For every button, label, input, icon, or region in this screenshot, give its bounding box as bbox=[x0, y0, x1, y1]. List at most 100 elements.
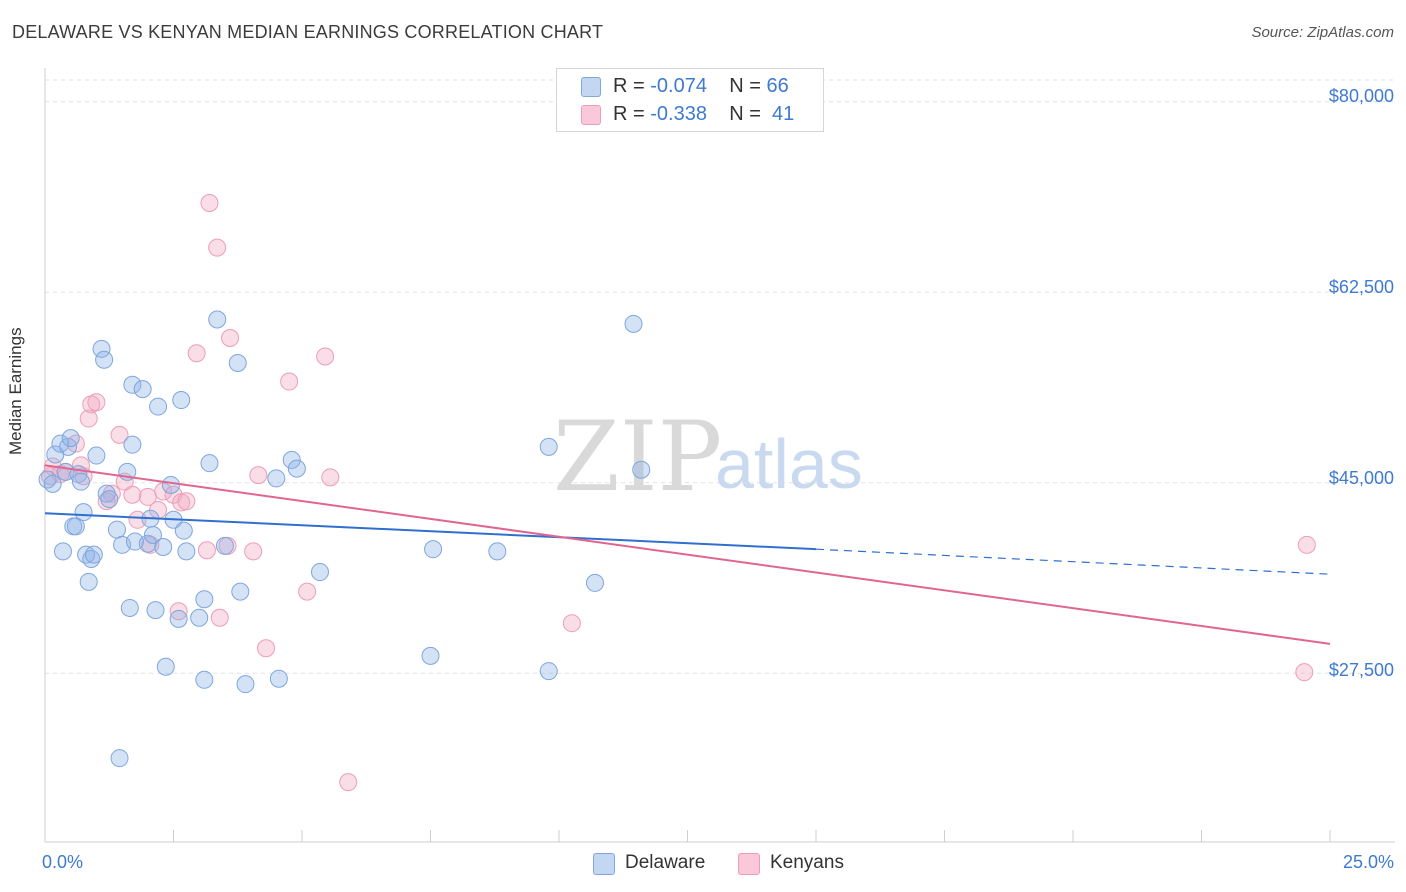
y-tick-label: $45,000 bbox=[1328, 468, 1394, 488]
r-label: R = bbox=[613, 75, 645, 97]
delaware-point bbox=[190, 608, 209, 627]
delaware-point bbox=[123, 375, 142, 394]
y-tick-label: $80,000 bbox=[1328, 86, 1394, 106]
delaware-point bbox=[215, 536, 234, 555]
delaware-point bbox=[174, 521, 193, 540]
delaware-point bbox=[269, 669, 288, 688]
kenyans-swatch bbox=[738, 853, 760, 875]
watermark-atlas: atlas bbox=[715, 425, 863, 503]
delaware-point bbox=[74, 503, 93, 522]
delaware-point bbox=[585, 573, 604, 592]
kenyans-point bbox=[110, 425, 129, 444]
y-axis-label: Median Earnings bbox=[6, 327, 25, 455]
delaware-point bbox=[161, 475, 180, 494]
bottom-legend-label: Delaware bbox=[625, 852, 706, 873]
delaware-point bbox=[87, 446, 106, 465]
delaware-point bbox=[632, 460, 651, 479]
delaware-point bbox=[154, 537, 173, 556]
delaware-point bbox=[177, 542, 196, 561]
delaware-point bbox=[267, 469, 286, 488]
delaware-point bbox=[143, 526, 162, 545]
axes bbox=[44, 68, 1395, 843]
watermark-zip: ZIP bbox=[553, 401, 722, 513]
delaware-point bbox=[200, 454, 219, 473]
delaware-point bbox=[488, 542, 507, 561]
delaware-point bbox=[208, 310, 227, 329]
delaware-point bbox=[282, 450, 301, 469]
r-label: R = bbox=[613, 103, 645, 125]
kenyans-point bbox=[79, 409, 98, 428]
delaware-point bbox=[195, 590, 214, 609]
trend-lines bbox=[44, 464, 1331, 645]
delaware-point bbox=[107, 520, 126, 539]
delaware-point bbox=[71, 472, 90, 491]
delaware-point bbox=[100, 490, 119, 509]
delaware-swatch bbox=[593, 853, 615, 875]
delaware-points bbox=[38, 310, 651, 768]
kenyans-point bbox=[172, 493, 191, 512]
delaware-point bbox=[123, 435, 142, 454]
delaware-point bbox=[539, 662, 558, 681]
gridlines bbox=[45, 79, 1395, 674]
delaware-point bbox=[539, 437, 558, 456]
delaware-point bbox=[424, 540, 443, 559]
kenyans-point bbox=[321, 468, 340, 487]
delaware-point bbox=[156, 657, 175, 676]
kenyans-point bbox=[221, 328, 240, 347]
kenyans-point bbox=[200, 194, 219, 213]
kenyans-point bbox=[562, 614, 581, 633]
delaware-point bbox=[146, 601, 165, 620]
y-tick-label: $62,500 bbox=[1328, 277, 1394, 297]
delaware-r-value: -0.074 bbox=[650, 75, 707, 97]
delaware-point bbox=[43, 474, 62, 493]
kenyans-point bbox=[87, 393, 106, 412]
delaware-point bbox=[287, 459, 306, 478]
kenyans-point bbox=[1297, 535, 1316, 554]
delaware-point bbox=[95, 350, 114, 369]
kenyans-point bbox=[339, 773, 358, 792]
kenyans-r-value: -0.338 bbox=[650, 103, 707, 125]
delaware-point bbox=[53, 542, 72, 561]
kenyans-point bbox=[244, 542, 263, 561]
kenyans-point bbox=[210, 608, 229, 627]
kenyans-point bbox=[208, 238, 227, 257]
bottom-legend-label: Kenyans bbox=[770, 852, 844, 873]
kenyans-n-value: 41 bbox=[772, 103, 795, 125]
kenyans-point bbox=[249, 466, 268, 485]
delaware-point bbox=[92, 339, 111, 358]
kenyans-point bbox=[316, 347, 335, 366]
delaware-point bbox=[231, 582, 250, 601]
delaware-point bbox=[172, 391, 191, 410]
chart-source: Source: ZipAtlas.com bbox=[1251, 24, 1394, 41]
kenyans-point bbox=[128, 510, 147, 529]
delaware-trend-line bbox=[44, 512, 817, 551]
delaware-point bbox=[84, 545, 103, 564]
delaware-point bbox=[66, 517, 85, 536]
delaware-trend-extension bbox=[815, 548, 1331, 575]
delaware-point bbox=[120, 598, 139, 617]
kenyans-point bbox=[298, 582, 317, 601]
delaware-point bbox=[228, 354, 247, 373]
y-tick-label: $27,500 bbox=[1328, 660, 1394, 680]
delaware-point bbox=[110, 749, 129, 768]
kenyans-trend-line bbox=[44, 464, 1331, 645]
delaware-point bbox=[149, 397, 168, 416]
delaware-point bbox=[138, 534, 157, 553]
delaware-n-value: 66 bbox=[766, 75, 789, 97]
kenyans-point bbox=[154, 482, 173, 501]
kenyans-point bbox=[177, 492, 196, 511]
delaware-point bbox=[195, 670, 214, 689]
x-tick-label-max: 25.0% bbox=[1342, 852, 1394, 872]
delaware-point bbox=[169, 609, 188, 628]
delaware-point bbox=[133, 380, 152, 399]
kenyans-point bbox=[280, 372, 299, 391]
watermark: ZIP atlas bbox=[553, 401, 863, 513]
delaware-point bbox=[61, 429, 80, 448]
delaware-swatch bbox=[581, 77, 601, 97]
kenyans-swatch bbox=[581, 105, 601, 125]
delaware-point bbox=[79, 572, 98, 591]
n-label: N = bbox=[729, 103, 761, 125]
chart-title: DELAWARE VS KENYAN MEDIAN EARNINGS CORRE… bbox=[12, 22, 604, 42]
x-tick-label-min: 0.0% bbox=[42, 852, 84, 872]
